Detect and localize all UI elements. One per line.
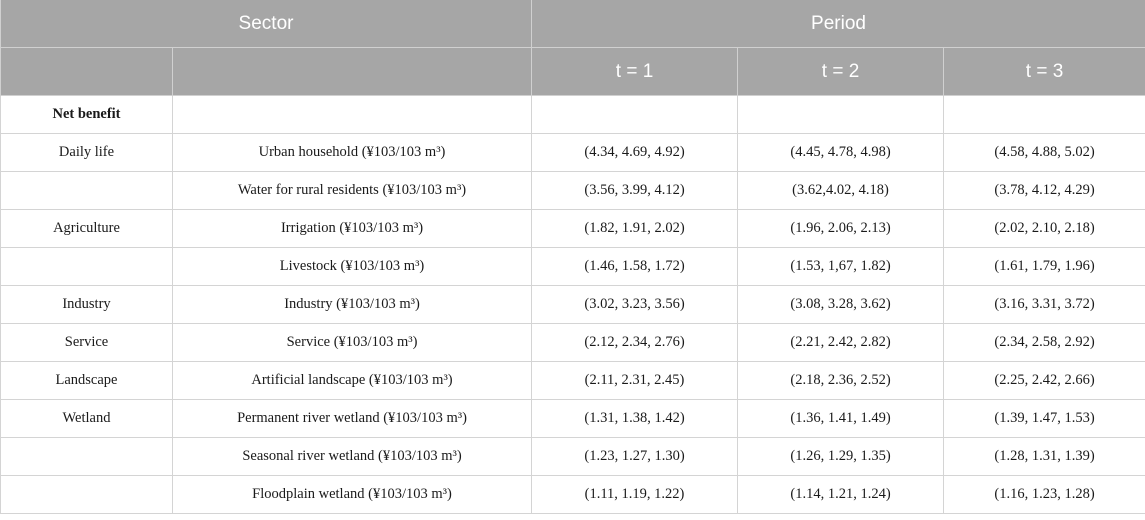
table-row: Daily life Urban household (¥103/103 m³)… (0, 133, 1145, 172)
table-row: Landscape Artificial landscape (¥103/103… (0, 361, 1145, 400)
header-row-1: Sector Period (0, 0, 1145, 48)
cell-t2: (1.96, 2.06, 2.13) (737, 209, 945, 248)
cell-item: Artificial landscape (¥103/103 m³) (171, 361, 533, 400)
cell-t3: (2.34, 2.58, 2.92) (943, 323, 1145, 362)
cell-t1: (1.23, 1.27, 1.30) (531, 437, 739, 476)
header-period-1: t = 1 (531, 47, 739, 96)
cell-sector: Agriculture (0, 209, 173, 248)
cell-t3: (3.78, 4.12, 4.29) (943, 171, 1145, 210)
cell-t3: (1.39, 1.47, 1.53) (943, 399, 1145, 438)
header-period-2: t = 2 (737, 47, 945, 96)
cell-sector (0, 171, 173, 210)
cell-sector: Net benefit (0, 95, 173, 134)
cell-item (171, 95, 533, 134)
cell-sector (0, 437, 173, 476)
cell-item: Service (¥103/103 m³) (171, 323, 533, 362)
table-row: Industry Industry (¥103/103 m³) (3.02, 3… (0, 285, 1145, 324)
cell-sector: Industry (0, 285, 173, 324)
table-row: Service Service (¥103/103 m³) (2.12, 2.3… (0, 323, 1145, 362)
cell-t3: (3.16, 3.31, 3.72) (943, 285, 1145, 324)
table-row: Wetland Permanent river wetland (¥103/10… (0, 399, 1145, 438)
cell-t2: (4.45, 4.78, 4.98) (737, 133, 945, 172)
header-blank-1 (0, 47, 173, 96)
cell-t2: (1.14, 1.21, 1.24) (737, 475, 945, 514)
cell-t2: (1.36, 1.41, 1.49) (737, 399, 945, 438)
cell-sector: Wetland (0, 399, 173, 438)
header-blank-2 (171, 47, 533, 96)
cell-item: Irrigation (¥103/103 m³) (171, 209, 533, 248)
cell-t1: (3.02, 3.23, 3.56) (531, 285, 739, 324)
cell-t1: (1.31, 1.38, 1.42) (531, 399, 739, 438)
cell-item: Floodplain wetland (¥103/103 m³) (171, 475, 533, 514)
table-row: Agriculture Irrigation (¥103/103 m³) (1.… (0, 209, 1145, 248)
cell-item: Livestock (¥103/103 m³) (171, 247, 533, 286)
cell-t3: (4.58, 4.88, 5.02) (943, 133, 1145, 172)
cell-t1: (2.12, 2.34, 2.76) (531, 323, 739, 362)
header-period-3: t = 3 (943, 47, 1145, 96)
cell-item: Seasonal river wetland (¥103/103 m³) (171, 437, 533, 476)
cell-t1: (1.46, 1.58, 1.72) (531, 247, 739, 286)
cell-sector: Landscape (0, 361, 173, 400)
cell-sector: Daily life (0, 133, 173, 172)
cell-t3: (1.28, 1.31, 1.39) (943, 437, 1145, 476)
cell-t2 (737, 95, 945, 134)
cell-t1: (1.11, 1.19, 1.22) (531, 475, 739, 514)
header-row-2: t = 1 t = 2 t = 3 (0, 47, 1145, 96)
cell-t1: (3.56, 3.99, 4.12) (531, 171, 739, 210)
cell-item: Urban household (¥103/103 m³) (171, 133, 533, 172)
cell-sector: Service (0, 323, 173, 362)
cell-t2: (2.21, 2.42, 2.82) (737, 323, 945, 362)
cell-item: Industry (¥103/103 m³) (171, 285, 533, 324)
cell-t3 (943, 95, 1145, 134)
cell-t1: (2.11, 2.31, 2.45) (531, 361, 739, 400)
cell-t1: (4.34, 4.69, 4.92) (531, 133, 739, 172)
table-row: Water for rural residents (¥103/103 m³) … (0, 171, 1145, 210)
cell-t3: (2.25, 2.42, 2.66) (943, 361, 1145, 400)
table-body: Net benefit Daily life Urban household (… (0, 95, 1145, 514)
cell-t3: (1.61, 1.79, 1.96) (943, 247, 1145, 286)
table-row: Seasonal river wetland (¥103/103 m³) (1.… (0, 437, 1145, 476)
cell-t3: (1.16, 1.23, 1.28) (943, 475, 1145, 514)
cell-t2: (3.62,4.02, 4.18) (737, 171, 945, 210)
cell-sector (0, 247, 173, 286)
table-row: Net benefit (0, 95, 1145, 134)
cell-t2: (1.53, 1,67, 1.82) (737, 247, 945, 286)
table-row: Floodplain wetland (¥103/103 m³) (1.11, … (0, 475, 1145, 514)
cell-t2: (2.18, 2.36, 2.52) (737, 361, 945, 400)
cell-item: Permanent river wetland (¥103/103 m³) (171, 399, 533, 438)
header-sector: Sector (0, 0, 533, 48)
cell-sector (0, 475, 173, 514)
cell-t2: (3.08, 3.28, 3.62) (737, 285, 945, 324)
cell-t2: (1.26, 1.29, 1.35) (737, 437, 945, 476)
header-period: Period (531, 0, 1145, 48)
table-row: Livestock (¥103/103 m³) (1.46, 1.58, 1.7… (0, 247, 1145, 286)
cell-t3: (2.02, 2.10, 2.18) (943, 209, 1145, 248)
cell-item: Water for rural residents (¥103/103 m³) (171, 171, 533, 210)
cell-t1 (531, 95, 739, 134)
cell-t1: (1.82, 1.91, 2.02) (531, 209, 739, 248)
table-header: Sector Period t = 1 t = 2 t = 3 (0, 0, 1145, 96)
